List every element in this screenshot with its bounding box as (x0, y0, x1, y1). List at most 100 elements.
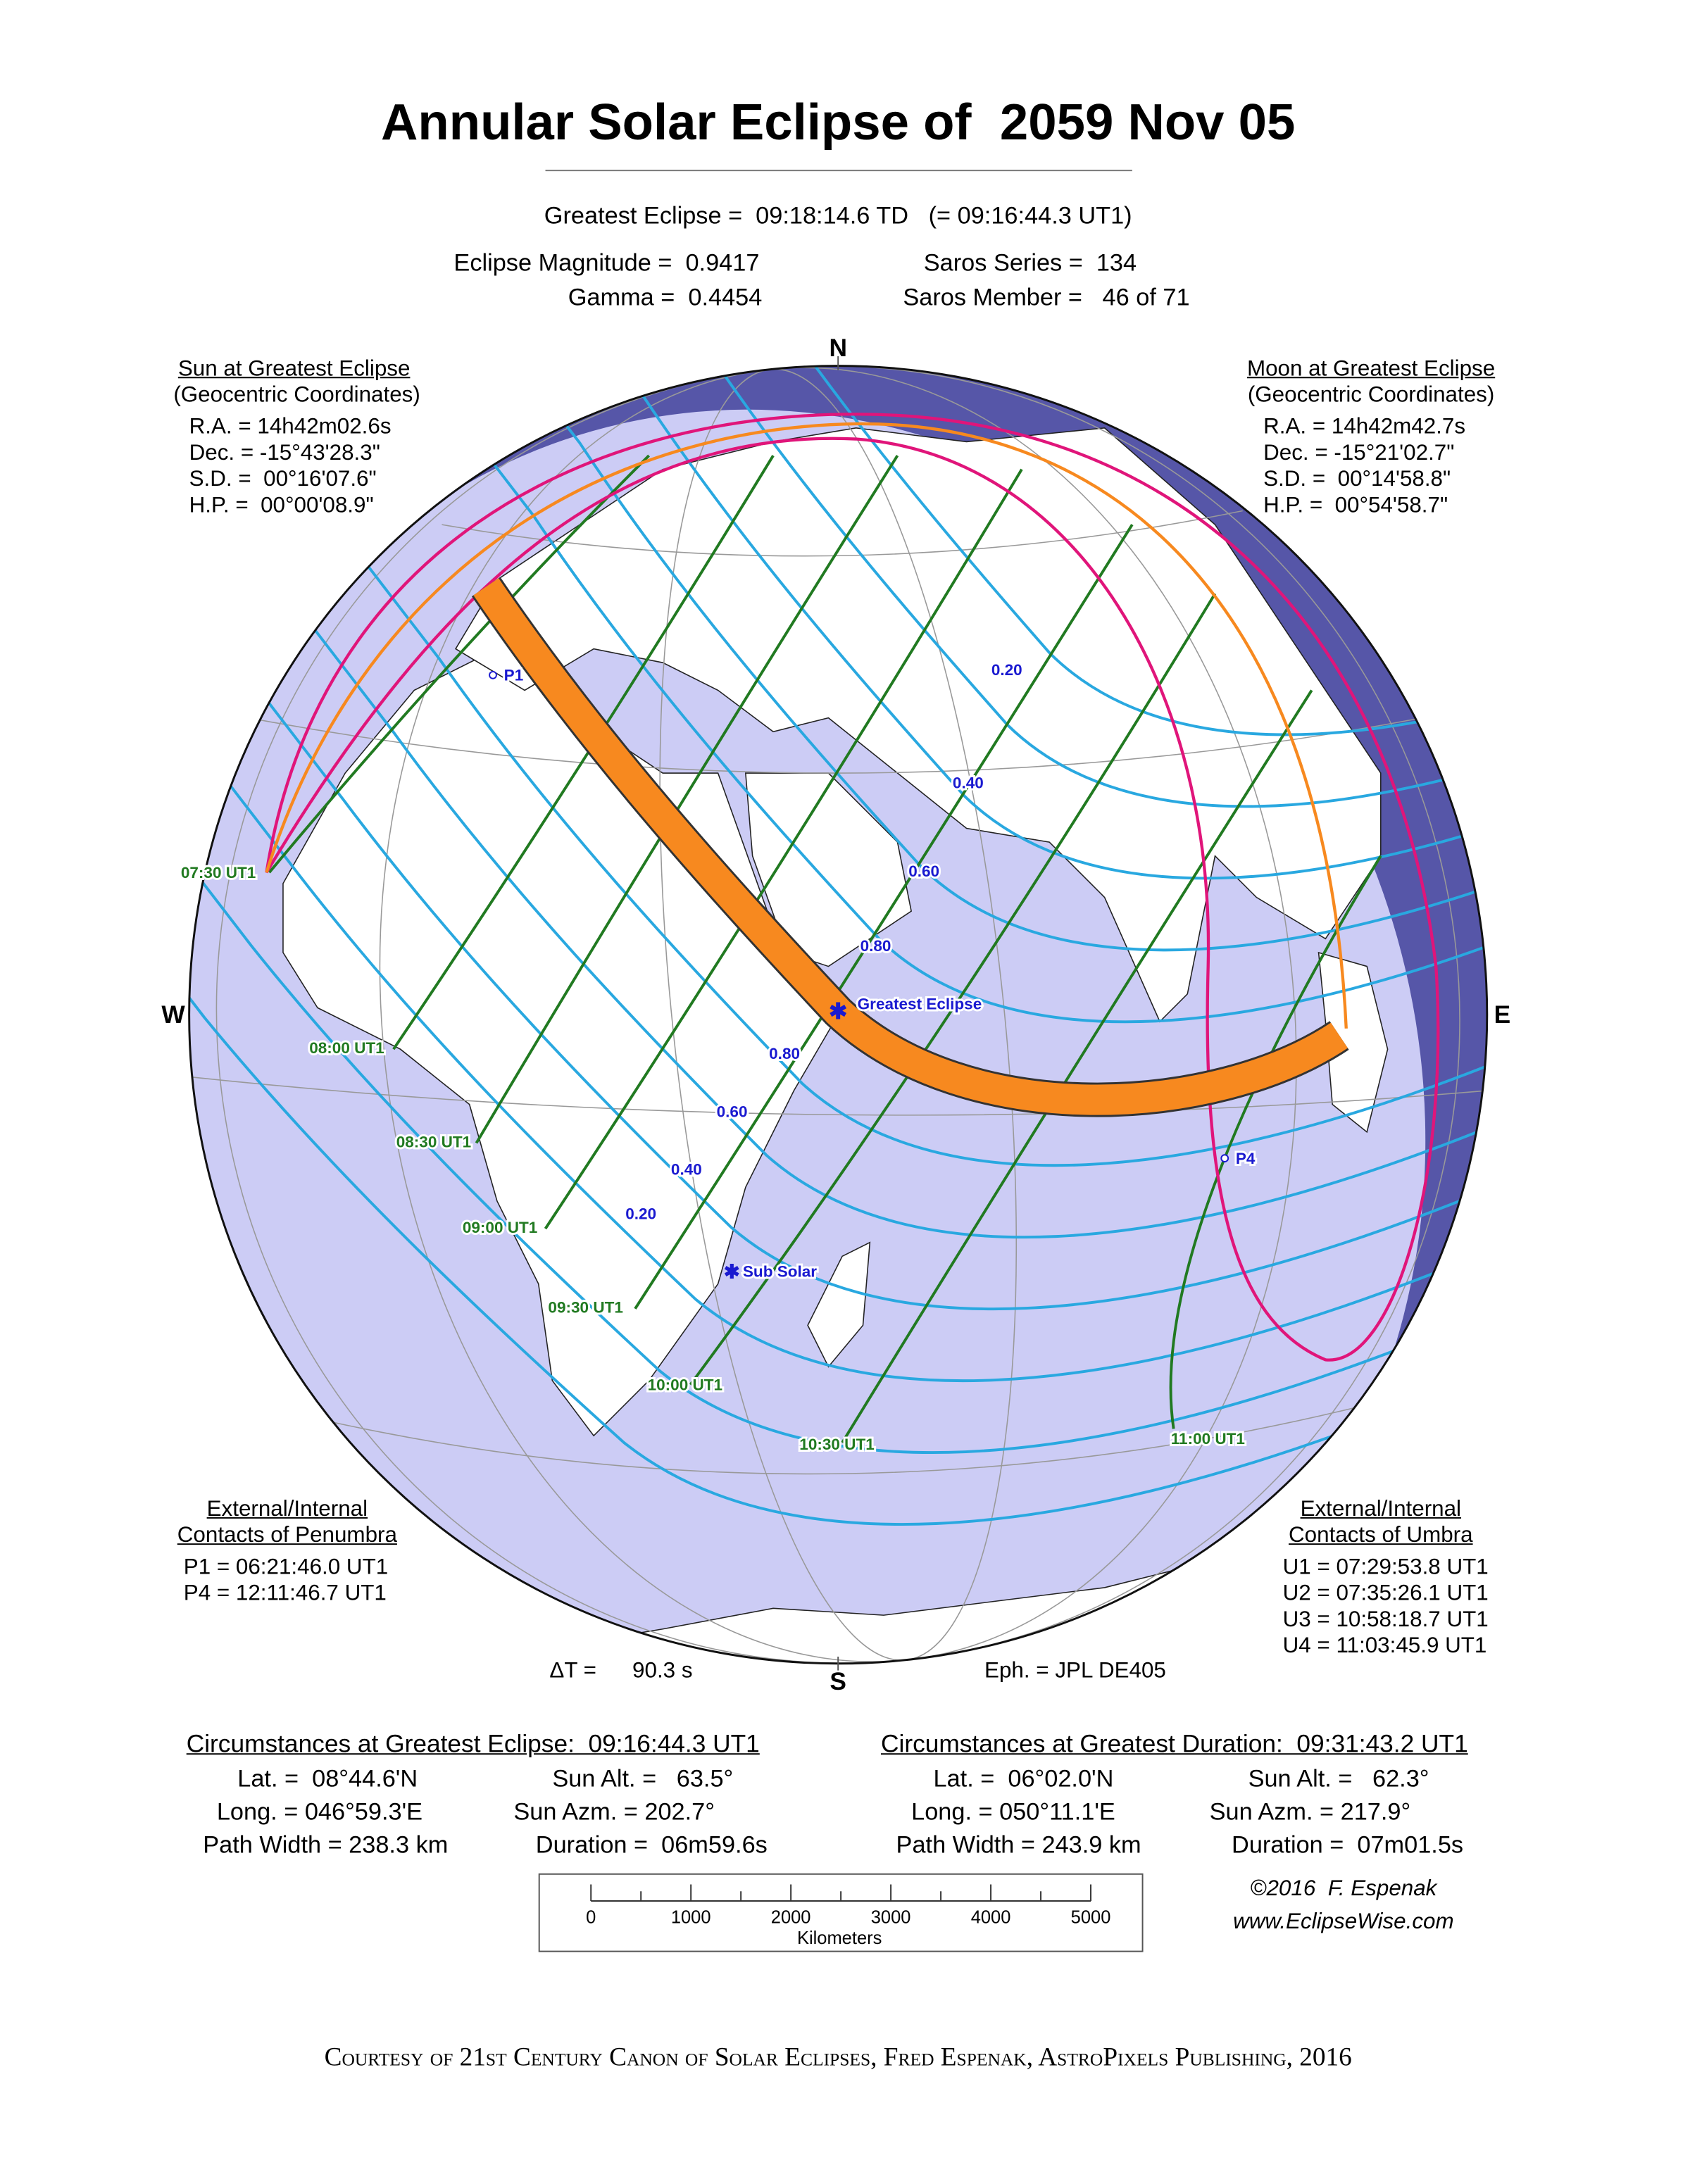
time-label: 09:30 UT1 (548, 1299, 622, 1317)
time-line (634, 524, 1134, 1310)
p1-point-icon (489, 670, 497, 679)
sun-hp: H.P. = 00°00'08.9" (189, 494, 374, 518)
gd-sun-azm: Sun Azm. = 217.9° (1209, 1797, 1411, 1826)
time-lines (268, 454, 1382, 1444)
scale-tick-label: 5000 (1071, 1907, 1111, 1927)
greatest-eclipse-time: Greatest Eclipse = 09:18:14.6 TD (= 09:1… (544, 201, 1132, 230)
moon-sd: S.D. = 00°14'58.8" (1263, 467, 1451, 492)
greatest-duration-circ-title: Circumstances at Greatest Duration: 09:3… (880, 1729, 1468, 1758)
footer-credit: Courtesy of 21st Century Canon of Solar … (324, 2042, 1352, 2073)
scale-tick-label: 3000 (871, 1907, 911, 1927)
sun-block-subtitle: (Geocentric Coordinates) (173, 384, 420, 408)
magnitude-line (256, 365, 1487, 1024)
page-title: Annular Solar Eclipse of 2059 Nov 05 (381, 94, 1296, 151)
gamma: Gamma = 0.4454 (568, 282, 763, 311)
sun-dec: Dec. = -15°43'28.3" (189, 441, 380, 465)
scale-tick-label: 4000 (971, 1907, 1011, 1927)
ge-path-width: Path Width = 238.3 km (203, 1831, 449, 1859)
magnitude-label: 0.60 (908, 862, 939, 880)
compass-w: W (161, 1001, 185, 1029)
gd-long: Long. = 050°11.1'E (911, 1797, 1115, 1826)
p4-label: P4 (1236, 1150, 1256, 1167)
time-label: 08:00 UT1 (309, 1039, 384, 1057)
moon-ra: R.A. = 14h42m42.7s (1263, 415, 1466, 439)
scale-tick-label: 2000 (771, 1907, 811, 1927)
p4-point-icon (1220, 1154, 1229, 1162)
ge-long: Long. = 046°59.3'E (216, 1797, 423, 1826)
ge-lat: Lat. = 08°44.6'N (237, 1764, 418, 1793)
magnitude-line (189, 365, 1487, 1167)
time-line (689, 593, 1217, 1386)
ge-sun-azm: Sun Azm. = 202.7° (513, 1797, 715, 1826)
moon-hp: H.P. = 00°54'58.7" (1263, 494, 1448, 518)
saros-series: Saros Series = 134 (923, 248, 1137, 277)
penumbra-title-1: External/Internal (206, 1498, 368, 1521)
magnitude-label: 0.80 (769, 1045, 800, 1062)
moon-block-title: Moon at Greatest Eclipse (1246, 357, 1496, 382)
magnitude-line (189, 514, 1450, 1383)
sun-ra: R.A. = 14h42m02.6s (189, 415, 392, 439)
copyright: ©2016 F. Espenak (1250, 1877, 1437, 1902)
time-label: 09:00 UT1 (463, 1219, 537, 1236)
penumbra-title-2: Contacts of Penumbra (177, 1524, 397, 1548)
annular-path (473, 578, 1348, 1115)
title-divider (545, 170, 1132, 172)
sun-sd: S.D. = 00°16'07.6" (189, 467, 377, 492)
magnitude-line (189, 442, 1474, 1311)
umbra-u1: U1 = 07:29:53.8 UT1 (1282, 1555, 1489, 1580)
umbra-title-2: Contacts of Umbra (1289, 1524, 1473, 1548)
greatest-eclipse-circ-title: Circumstances at Greatest Eclipse: 09:16… (186, 1729, 760, 1758)
scale-tick-label: 0 (586, 1907, 596, 1927)
magnitude-label: 0.60 (717, 1103, 748, 1120)
delta-t-value: 90.3 s (632, 1659, 693, 1683)
time-line (392, 455, 775, 1050)
magnitude-line (189, 658, 1401, 1526)
magnitude-line (189, 586, 1425, 1455)
land-madagascar (807, 1241, 871, 1368)
time-line (1169, 855, 1382, 1429)
magnitude-label: 0.20 (625, 1205, 656, 1222)
penumbra-p4: P4 = 12:11:46.7 UT1 (183, 1582, 387, 1606)
scale-ruler: 0 1000 2000 3000 4000 5000 (586, 1884, 1111, 1927)
moon-block-subtitle: (Geocentric Coordinates) (1247, 384, 1495, 408)
umbra-title-1: External/Internal (1300, 1498, 1462, 1521)
magnitude-label: 0.80 (860, 937, 891, 955)
p1-label: P1 (504, 667, 524, 684)
umbra-u2: U2 = 07:35:26.1 UT1 (1282, 1582, 1489, 1606)
magnitude-label: 0.40 (671, 1161, 702, 1179)
time-label: 10:30 UT1 (799, 1436, 874, 1453)
compass-s: S (830, 1668, 846, 1695)
time-line (544, 468, 1023, 1230)
penumbra-p1: P1 = 06:21:46.0 UT1 (183, 1555, 389, 1580)
magnitude-label: 0.20 (991, 661, 1022, 679)
land-southeast-asia (1317, 951, 1389, 1134)
time-label: 08:30 UT1 (396, 1133, 471, 1150)
gd-duration: Duration = 07m01.5s (1232, 1831, 1464, 1859)
website-link[interactable]: www.EclipseWise.com (1233, 1910, 1454, 1935)
time-label: 11:00 UT1 (1171, 1430, 1245, 1448)
ge-duration: Duration = 06m59.6s (535, 1831, 768, 1859)
time-line (268, 454, 650, 874)
time-label: 10:00 UT1 (648, 1376, 722, 1394)
time-label: 07:30 UT1 (181, 864, 256, 881)
gd-path-width: Path Width = 243.9 km (896, 1831, 1141, 1859)
ge-sun-alt: Sun Alt. = 63.5° (552, 1764, 734, 1793)
scale-tick-label: 1000 (671, 1907, 711, 1927)
compass-e: E (1494, 1001, 1511, 1029)
moon-dec: Dec. = -15°21'02.7" (1263, 441, 1455, 465)
distance-scale: 0 1000 2000 3000 4000 5000 Kilometers (538, 1873, 1144, 1952)
saros-member: Saros Member = 46 of 71 (903, 282, 1190, 311)
ephemeris: Eph. = JPL DE405 (984, 1659, 1166, 1683)
sun-block-title: Sun at Greatest Eclipse (177, 357, 411, 382)
scale-unit: Kilometers (796, 1927, 882, 1948)
gd-sun-alt: Sun Alt. = 62.3° (1248, 1764, 1429, 1793)
gd-lat: Lat. = 06°02.0'N (933, 1764, 1114, 1793)
greatest-eclipse-star-icon: ✱ (829, 999, 847, 1024)
umbra-u3: U3 = 10:58:18.7 UT1 (1282, 1608, 1489, 1632)
rise-set-curve (265, 422, 1348, 1029)
magnitude-label: 0.40 (953, 774, 984, 792)
magnitude-line (396, 365, 1487, 808)
greatest-eclipse-label: Greatest Eclipse (858, 995, 982, 1012)
